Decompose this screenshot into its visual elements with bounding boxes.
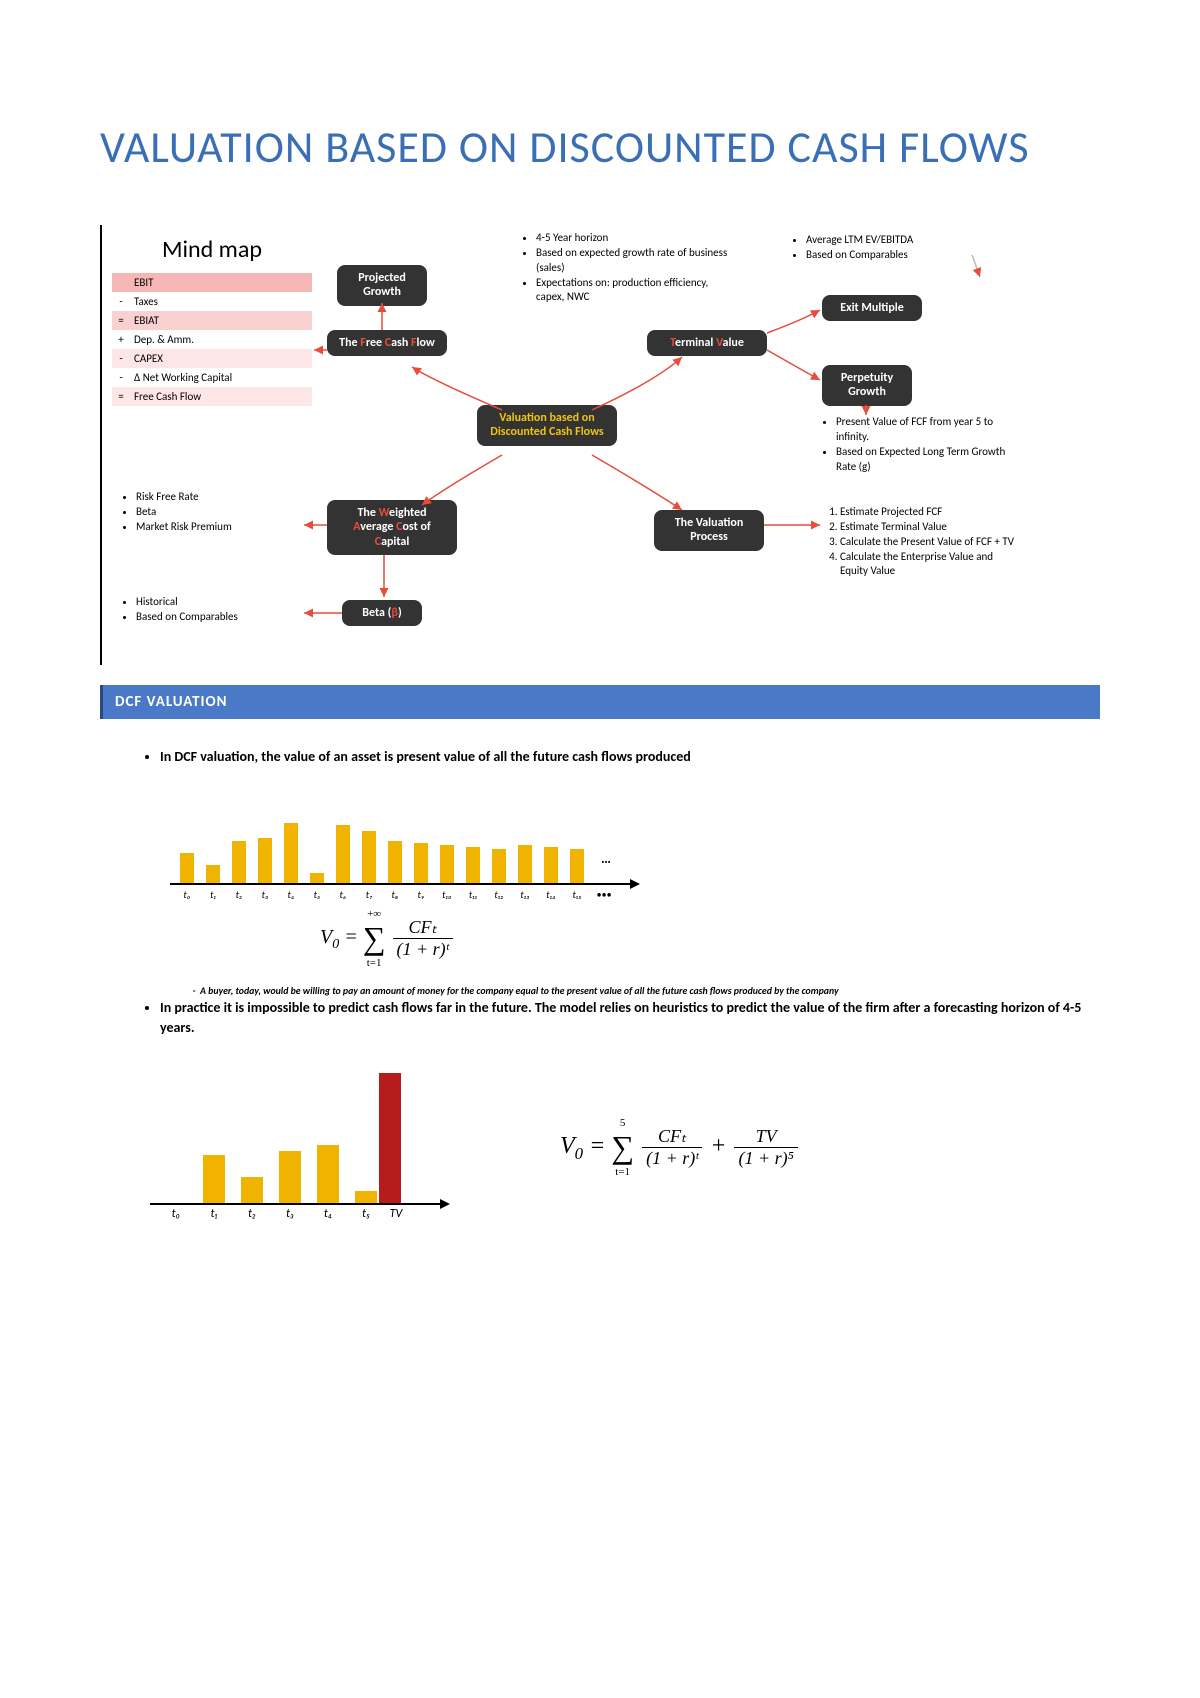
perpetuity-bullets: Present Value of FCF from year 5 to infi…: [822, 415, 1012, 474]
sub-bullets: A buyer, today, would be willing to pay …: [140, 985, 1100, 999]
node-free-cash-flow: The Free Cash Flow: [327, 330, 447, 356]
node-terminal-value: Terminal Value: [647, 330, 767, 356]
main-bullets-2: In practice it is impossible to predict …: [140, 998, 1100, 1037]
cashflow-chart-infinite: t₀t₁t₂t₃t₄t₅t₆t₇t₈t₉t₁₀t₁₁t₁₂t₁₃t₁₄t₁₅…•…: [160, 797, 660, 907]
node-exit-multiple: Exit Multiple: [822, 295, 922, 321]
formula-infinite: V0 = ∑+∞t=1 CFₜ(1 + r)ᵗ: [320, 926, 455, 948]
fcf-table: EBIT-Taxes=EBIAT+Dep. & Amm.-CAPEX-Δ Net…: [112, 273, 312, 406]
node-perpetuity: Perpetuity Growth: [822, 365, 912, 406]
main-bullets: In DCF valuation, the value of an asset …: [140, 747, 1100, 767]
mindmap-heading: Mind map: [162, 235, 262, 264]
node-projected-growth: Projected Growth: [337, 265, 427, 306]
page-title: VALUATION BASED ON DISCOUNTED CASH FLOWS: [100, 120, 1100, 175]
valuation-process-steps: Estimate Projected FCFEstimate Terminal …: [822, 505, 1022, 579]
node-wacc: The Weighted Average Cost of Capital: [327, 500, 457, 555]
node-center: Valuation based on Discounted Cash Flows: [477, 405, 617, 446]
projected-growth-bullets: 4-5 Year horizonBased on expected growth…: [522, 231, 732, 305]
beta-bullets: HistoricalBased on Comparables: [122, 595, 302, 625]
para3: In practice it is impossible to predict …: [160, 998, 1100, 1037]
cashflow-chart-horizon: t₀t₁t₂t₃t₄t₅TV: [140, 1067, 460, 1227]
node-valuation-process: The Valuation Process: [654, 510, 764, 551]
section-header: DCF VALUATION: [100, 685, 1100, 719]
mindmap-figure: Mind map EBIT-Taxes=EBIAT+Dep. & Amm.-CA…: [100, 225, 1100, 665]
exit-multiple-bullets: Average LTM EV/EBITDABased on Comparable…: [792, 233, 962, 263]
formula-horizon: V0 = ∑5t=1 CFₜ(1 + r)ᵗ + TV(1 + r)⁵: [560, 1133, 800, 1159]
para1: In DCF valuation, the value of an asset …: [160, 747, 1100, 767]
node-beta: Beta (β): [342, 600, 422, 626]
para2: A buyer, today, would be willing to pay …: [200, 985, 1100, 999]
wacc-bullets: Risk Free RateBetaMarket Risk Premium: [122, 490, 302, 535]
